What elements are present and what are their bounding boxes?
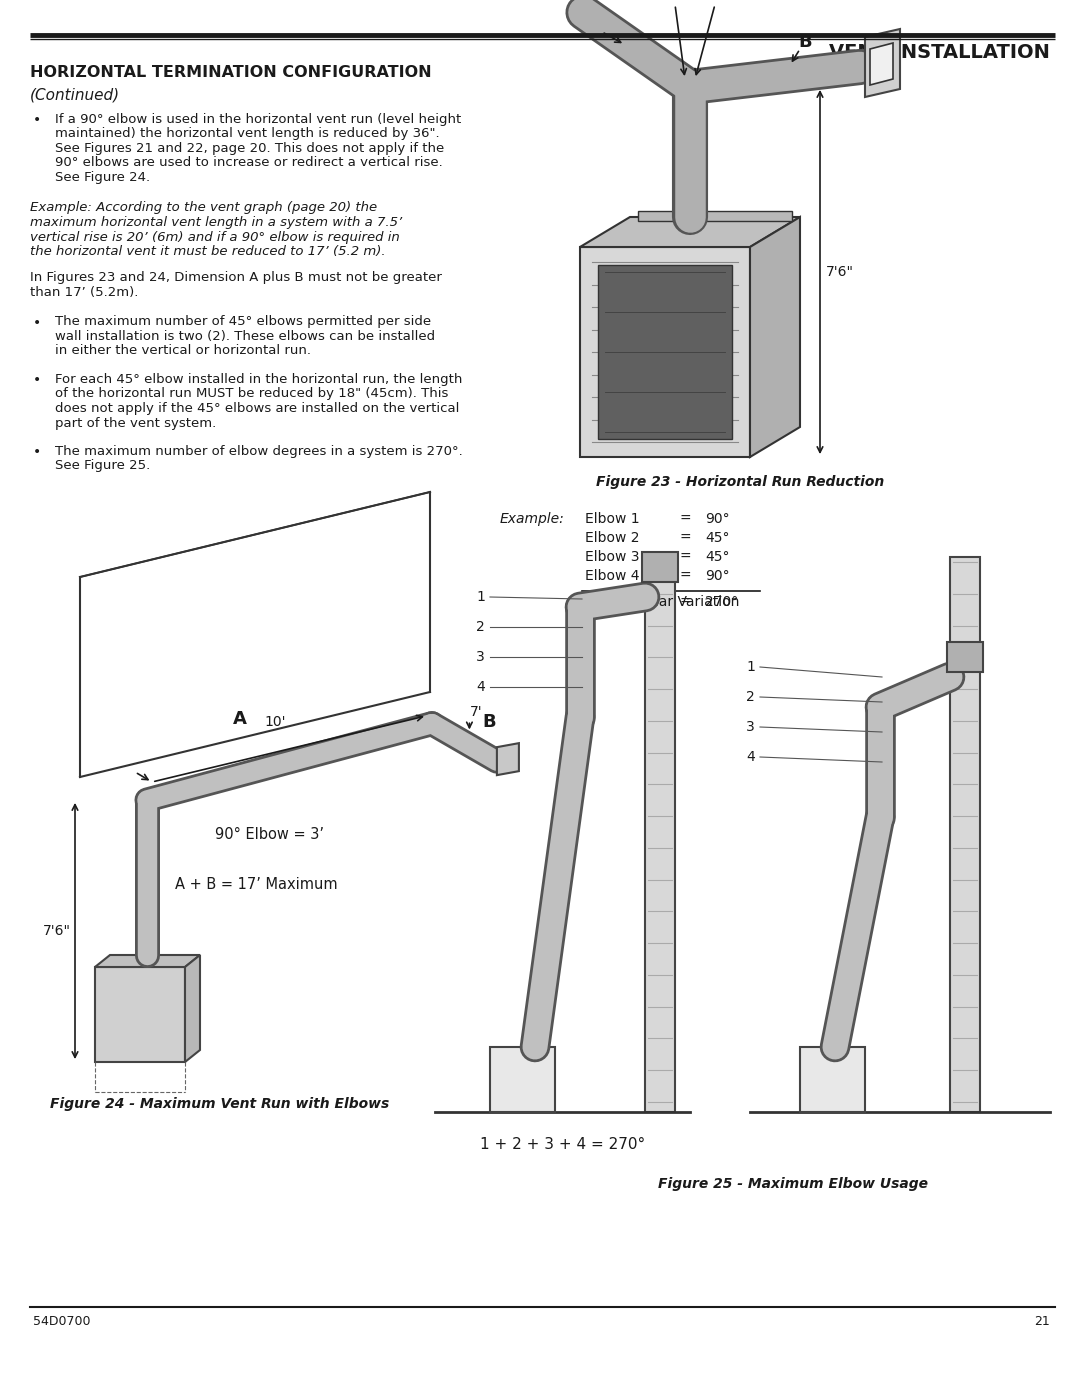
Text: Figure 23 - Horizontal Run Reduction: Figure 23 - Horizontal Run Reduction — [596, 475, 885, 489]
Text: See Figures 21 and 22, page 20. This does not apply if the: See Figures 21 and 22, page 20. This doe… — [55, 142, 444, 155]
Bar — [950, 557, 980, 1112]
Text: 90°: 90° — [705, 569, 730, 583]
Text: HORIZONTAL TERMINATION CONFIGURATION: HORIZONTAL TERMINATION CONFIGURATION — [30, 66, 432, 80]
Text: 1 + 2 + 3 + 4 = 270°: 1 + 2 + 3 + 4 = 270° — [480, 1137, 645, 1153]
Text: 45°: 45° — [705, 531, 729, 545]
Polygon shape — [598, 265, 732, 439]
Text: 7'6": 7'6" — [826, 265, 854, 279]
Text: =: = — [679, 595, 691, 609]
Text: 10': 10' — [265, 715, 286, 729]
Text: Example:: Example: — [500, 511, 565, 527]
Text: •: • — [33, 446, 41, 460]
Text: Elbow 3: Elbow 3 — [585, 550, 639, 564]
Text: Figure 25 - Maximum Elbow Usage: Figure 25 - Maximum Elbow Usage — [658, 1178, 928, 1192]
Text: maintained) the horizontal vent length is reduced by 36".: maintained) the horizontal vent length i… — [55, 127, 440, 141]
Text: 54D0700: 54D0700 — [33, 1315, 91, 1329]
Bar — [947, 643, 983, 672]
Text: =: = — [679, 550, 691, 564]
Text: 90° Elbow = 3’: 90° Elbow = 3’ — [215, 827, 324, 842]
Text: 4: 4 — [746, 750, 755, 764]
Text: •: • — [33, 316, 41, 330]
Text: Elbow 1: Elbow 1 — [585, 511, 639, 527]
Text: 2: 2 — [476, 620, 485, 634]
Text: In Figures 23 and 24, Dimension A plus B must not be greater: In Figures 23 and 24, Dimension A plus B… — [30, 271, 442, 285]
Text: VENT INSTALLATION: VENT INSTALLATION — [829, 43, 1050, 61]
Polygon shape — [497, 743, 518, 775]
Polygon shape — [185, 956, 200, 1062]
Text: than 17’ (5.2m).: than 17’ (5.2m). — [30, 286, 138, 299]
Text: part of the vent system.: part of the vent system. — [55, 416, 216, 429]
Text: 45°: 45° — [705, 550, 729, 564]
Polygon shape — [580, 217, 800, 247]
Text: If a 90° elbow is used in the horizontal vent run (level height: If a 90° elbow is used in the horizontal… — [55, 113, 461, 126]
Polygon shape — [490, 1046, 555, 1112]
Text: A: A — [590, 21, 604, 39]
Text: •: • — [33, 113, 41, 127]
Text: 90°: 90° — [705, 511, 730, 527]
Text: vertical rise is 20’ (6m) and if a 90° elbow is required in: vertical rise is 20’ (6m) and if a 90° e… — [30, 231, 400, 243]
Text: Elbow 2: Elbow 2 — [585, 531, 639, 545]
Bar — [642, 552, 678, 583]
Text: Example: According to the vent graph (page 20) the: Example: According to the vent graph (pa… — [30, 201, 377, 215]
Text: B: B — [483, 714, 496, 732]
Text: the horizontal vent it must be reduced to 17’ (5.2 m).: the horizontal vent it must be reduced t… — [30, 244, 386, 258]
Polygon shape — [580, 247, 750, 457]
Text: Figure 24 - Maximum Vent Run with Elbows: Figure 24 - Maximum Vent Run with Elbows — [51, 1097, 390, 1111]
Text: See Figure 25.: See Figure 25. — [55, 460, 150, 472]
Text: The maximum number of 45° elbows permitted per side: The maximum number of 45° elbows permitt… — [55, 316, 431, 328]
Text: 3: 3 — [476, 650, 485, 664]
Polygon shape — [800, 1046, 865, 1112]
Polygon shape — [750, 217, 800, 457]
Text: 4: 4 — [476, 680, 485, 694]
Text: See Figure 24.: See Figure 24. — [55, 170, 150, 184]
Text: 7': 7' — [470, 705, 482, 719]
Text: 3: 3 — [746, 719, 755, 733]
Text: Elbow 4: Elbow 4 — [585, 569, 639, 583]
Bar — [645, 557, 675, 1112]
Text: =: = — [679, 531, 691, 545]
Text: wall installation is two (2). These elbows can be installed: wall installation is two (2). These elbo… — [55, 330, 435, 344]
Polygon shape — [638, 211, 792, 221]
Text: 90° elbows are used to increase or redirect a vertical rise.: 90° elbows are used to increase or redir… — [55, 156, 443, 169]
Text: does not apply if the 45° elbows are installed on the vertical: does not apply if the 45° elbows are ins… — [55, 402, 459, 415]
Text: •: • — [33, 373, 41, 387]
Text: Total Angular Variation: Total Angular Variation — [582, 595, 740, 609]
Text: A + B = 17’ Maximum: A + B = 17’ Maximum — [175, 877, 338, 893]
Text: =: = — [679, 569, 691, 583]
Text: of the horizontal run MUST be reduced by 18" (45cm). This: of the horizontal run MUST be reduced by… — [55, 387, 448, 401]
Text: A: A — [232, 710, 246, 728]
Polygon shape — [870, 43, 893, 85]
Text: 1: 1 — [476, 590, 485, 604]
Text: For each 45° elbow installed in the horizontal run, the length: For each 45° elbow installed in the hori… — [55, 373, 462, 386]
Text: (Continued): (Continued) — [30, 87, 120, 102]
Text: The maximum number of elbow degrees in a system is 270°.: The maximum number of elbow degrees in a… — [55, 446, 462, 458]
Polygon shape — [95, 967, 185, 1062]
Text: 1: 1 — [746, 659, 755, 673]
Text: maximum horizontal vent length in a system with a 7.5’: maximum horizontal vent length in a syst… — [30, 217, 402, 229]
Text: 2: 2 — [746, 690, 755, 704]
Text: 7'6": 7'6" — [43, 923, 71, 937]
Polygon shape — [865, 29, 900, 96]
Polygon shape — [95, 956, 200, 967]
Text: B: B — [798, 34, 812, 52]
Text: 21: 21 — [1035, 1315, 1050, 1329]
Text: 270°: 270° — [705, 595, 739, 609]
Text: in either the vertical or horizontal run.: in either the vertical or horizontal run… — [55, 345, 311, 358]
Text: =: = — [679, 511, 691, 527]
